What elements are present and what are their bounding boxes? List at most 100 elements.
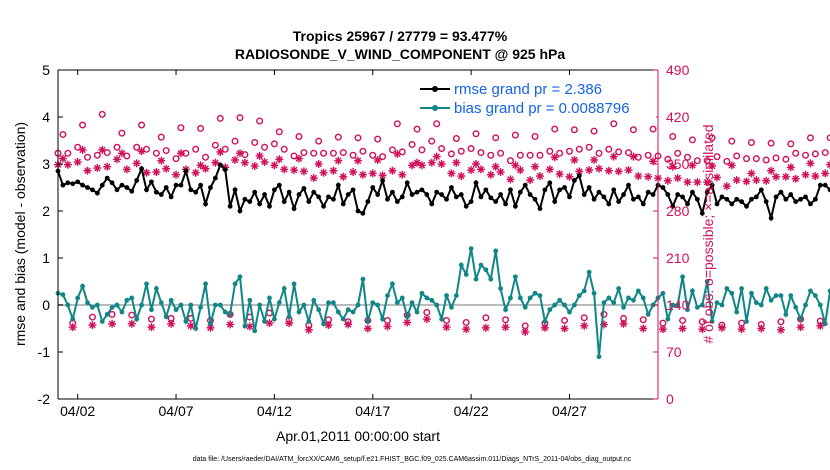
bias-point bbox=[660, 290, 666, 296]
obs-assimilated-marker bbox=[594, 164, 603, 173]
obs-possible-marker bbox=[113, 143, 121, 151]
bias-point bbox=[65, 302, 71, 308]
bias-point bbox=[453, 293, 459, 298]
bias-point bbox=[212, 302, 218, 308]
bias-point bbox=[758, 302, 764, 308]
rmse-point bbox=[434, 189, 440, 195]
obs-possible-marker bbox=[595, 149, 603, 157]
rmse-point bbox=[340, 201, 346, 207]
bias-point bbox=[80, 283, 85, 289]
obs-possible-marker bbox=[792, 149, 800, 157]
obs-possible-marker bbox=[556, 149, 564, 157]
rmse-point bbox=[296, 192, 302, 197]
obs-assimilated-marker bbox=[255, 151, 264, 160]
bias-point bbox=[817, 302, 823, 308]
obs-possible-marker bbox=[84, 153, 92, 161]
rmse-point bbox=[601, 194, 607, 200]
obs-assimilated-stroke bbox=[467, 166, 475, 174]
obs-possible-marker bbox=[752, 155, 760, 163]
obs-possible-marker bbox=[324, 316, 332, 324]
obs-assimilated-marker bbox=[167, 319, 176, 328]
rmse-point bbox=[424, 192, 430, 197]
rmse-point bbox=[385, 196, 390, 202]
obs-assimilated-marker bbox=[742, 177, 751, 186]
bias-point bbox=[399, 295, 405, 301]
obs-possible-marker bbox=[428, 137, 436, 145]
x-axis-label: Apr.01,2011 00:00:00 start bbox=[276, 428, 440, 444]
bias-point bbox=[562, 302, 567, 308]
obs-assimilated-marker bbox=[683, 178, 692, 187]
obs-assimilated-marker bbox=[614, 167, 623, 176]
bias-point bbox=[458, 262, 464, 268]
obs-assimilated-marker bbox=[580, 321, 589, 330]
bias-point bbox=[739, 286, 745, 291]
obs-assimilated-marker bbox=[722, 182, 731, 191]
rmse-point bbox=[571, 178, 577, 183]
rmse-point bbox=[827, 187, 830, 193]
footnote: data file: /Users/raeder/DAI/ATM_forcXX/… bbox=[193, 456, 632, 463]
rmse-point bbox=[345, 192, 351, 197]
bias-point bbox=[808, 288, 813, 294]
obs-assimilated-stroke bbox=[153, 168, 160, 176]
obs-assimilated-stroke bbox=[521, 328, 529, 336]
rmse-point bbox=[473, 180, 479, 186]
rmse-point bbox=[704, 189, 710, 195]
bias-point bbox=[508, 295, 513, 301]
bias-point bbox=[601, 300, 607, 306]
obs-assimilated-marker bbox=[201, 164, 210, 173]
bias-point bbox=[331, 300, 336, 306]
left-tick-label: 3 bbox=[42, 156, 50, 172]
obs-assimilated-marker bbox=[496, 168, 505, 177]
rmse-point bbox=[198, 182, 204, 188]
obs-possible-marker bbox=[767, 139, 775, 147]
obs-possible-marker bbox=[192, 145, 200, 153]
obs-assimilated-stroke bbox=[123, 166, 131, 173]
obs-assimilated-marker bbox=[693, 178, 702, 187]
obs-assimilated-marker bbox=[270, 161, 279, 170]
obs-possible-marker bbox=[359, 147, 367, 155]
obs-assimilated-marker bbox=[476, 165, 485, 174]
obs-possible-marker bbox=[757, 320, 765, 328]
obs-possible-marker bbox=[177, 124, 185, 132]
obs-assimilated-stroke bbox=[620, 320, 627, 328]
obs-assimilated-marker bbox=[713, 173, 722, 182]
obs-assimilated-marker bbox=[162, 164, 171, 173]
obs-assimilated-stroke bbox=[118, 149, 126, 157]
obs-possible-marker bbox=[546, 147, 554, 155]
bias-point bbox=[385, 293, 390, 298]
obs-assimilated-marker bbox=[678, 324, 687, 333]
rmse-point bbox=[178, 182, 184, 188]
obs-assimilated-marker bbox=[354, 156, 362, 165]
obs-assimilated-marker bbox=[319, 168, 328, 177]
obs-assimilated-stroke bbox=[748, 170, 755, 177]
obs-possible-marker bbox=[777, 318, 785, 326]
obs-assimilated-stroke bbox=[143, 169, 150, 177]
bias-point bbox=[178, 302, 184, 308]
rmse-point bbox=[99, 182, 105, 188]
rmse-point bbox=[360, 210, 366, 216]
bias-point bbox=[414, 309, 420, 315]
bias-point bbox=[380, 316, 385, 322]
obs-assimilated-stroke bbox=[566, 173, 573, 181]
rmse-point bbox=[311, 189, 317, 195]
rmse-point bbox=[709, 182, 715, 188]
obs-possible-marker bbox=[147, 315, 155, 323]
obs-possible-marker bbox=[423, 308, 431, 316]
obs-possible-marker bbox=[492, 134, 500, 142]
obs-assimilated-marker bbox=[668, 162, 677, 171]
rmse-point bbox=[694, 196, 700, 202]
obs-assimilated-marker bbox=[516, 166, 525, 175]
left-tick-label: 1 bbox=[42, 250, 50, 266]
rmse-point bbox=[512, 203, 518, 209]
obs-assimilated-stroke bbox=[187, 322, 195, 330]
bias-point bbox=[571, 302, 577, 308]
obs-possible-marker bbox=[644, 151, 652, 159]
obs-possible-marker bbox=[98, 110, 106, 118]
obs-assimilated-stroke bbox=[571, 156, 578, 164]
rmse-point bbox=[773, 194, 779, 200]
obs-possible-marker bbox=[787, 140, 795, 148]
rmse-point bbox=[626, 182, 631, 188]
obs-assimilated-marker bbox=[339, 172, 348, 181]
obs-assimilated-stroke bbox=[482, 324, 490, 332]
